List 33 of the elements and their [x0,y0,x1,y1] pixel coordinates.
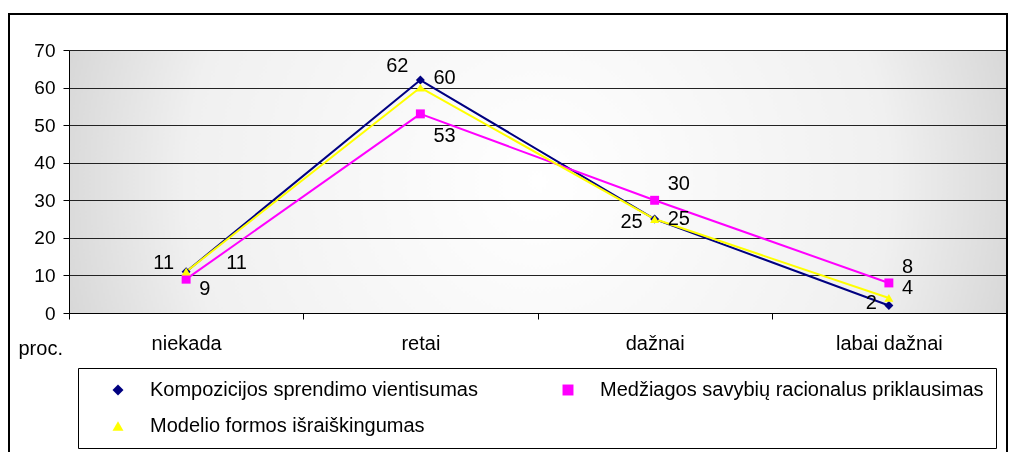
legend-label: Kompozicijos sprendimo vientisumas [150,378,478,400]
y-tick-label: 10 [34,264,56,286]
data-label: 60 [433,65,456,88]
x-tick-label: dažnai [625,331,685,354]
x-tick-label: retai [401,331,441,354]
y-tick-label: 70 [34,39,56,61]
data-label: 25 [620,210,643,233]
point [884,278,894,288]
data-label: 8 [901,254,913,277]
data-label: 4 [901,275,913,298]
data-label: 11 [226,250,247,273]
y-tick-label: 50 [34,114,56,136]
y-tick-label: 30 [34,189,56,211]
y-tick-label: 0 [44,302,56,324]
legend-label: Modelio formos išraiškingumas [150,414,425,436]
x-tick-label: labai dažnai [836,331,943,354]
data-label: 62 [386,54,409,77]
y-axis-title: proc. [18,336,63,359]
point [884,294,894,302]
point [415,109,425,119]
legend-label: Medžiagos savybių racionalus priklausimas [600,378,984,400]
data-label: 25 [667,207,690,230]
data-label: 9 [199,277,211,300]
point [415,75,425,85]
y-tick-label: 60 [34,77,56,99]
data-label: 30 [667,172,690,195]
x-tick-label: niekada [151,331,223,354]
data-label: 11 [153,250,175,273]
data-label: 53 [433,123,456,146]
point [884,301,894,310]
y-tick-label: 20 [34,227,56,249]
y-tick-label: 40 [34,152,56,174]
point [650,195,660,205]
